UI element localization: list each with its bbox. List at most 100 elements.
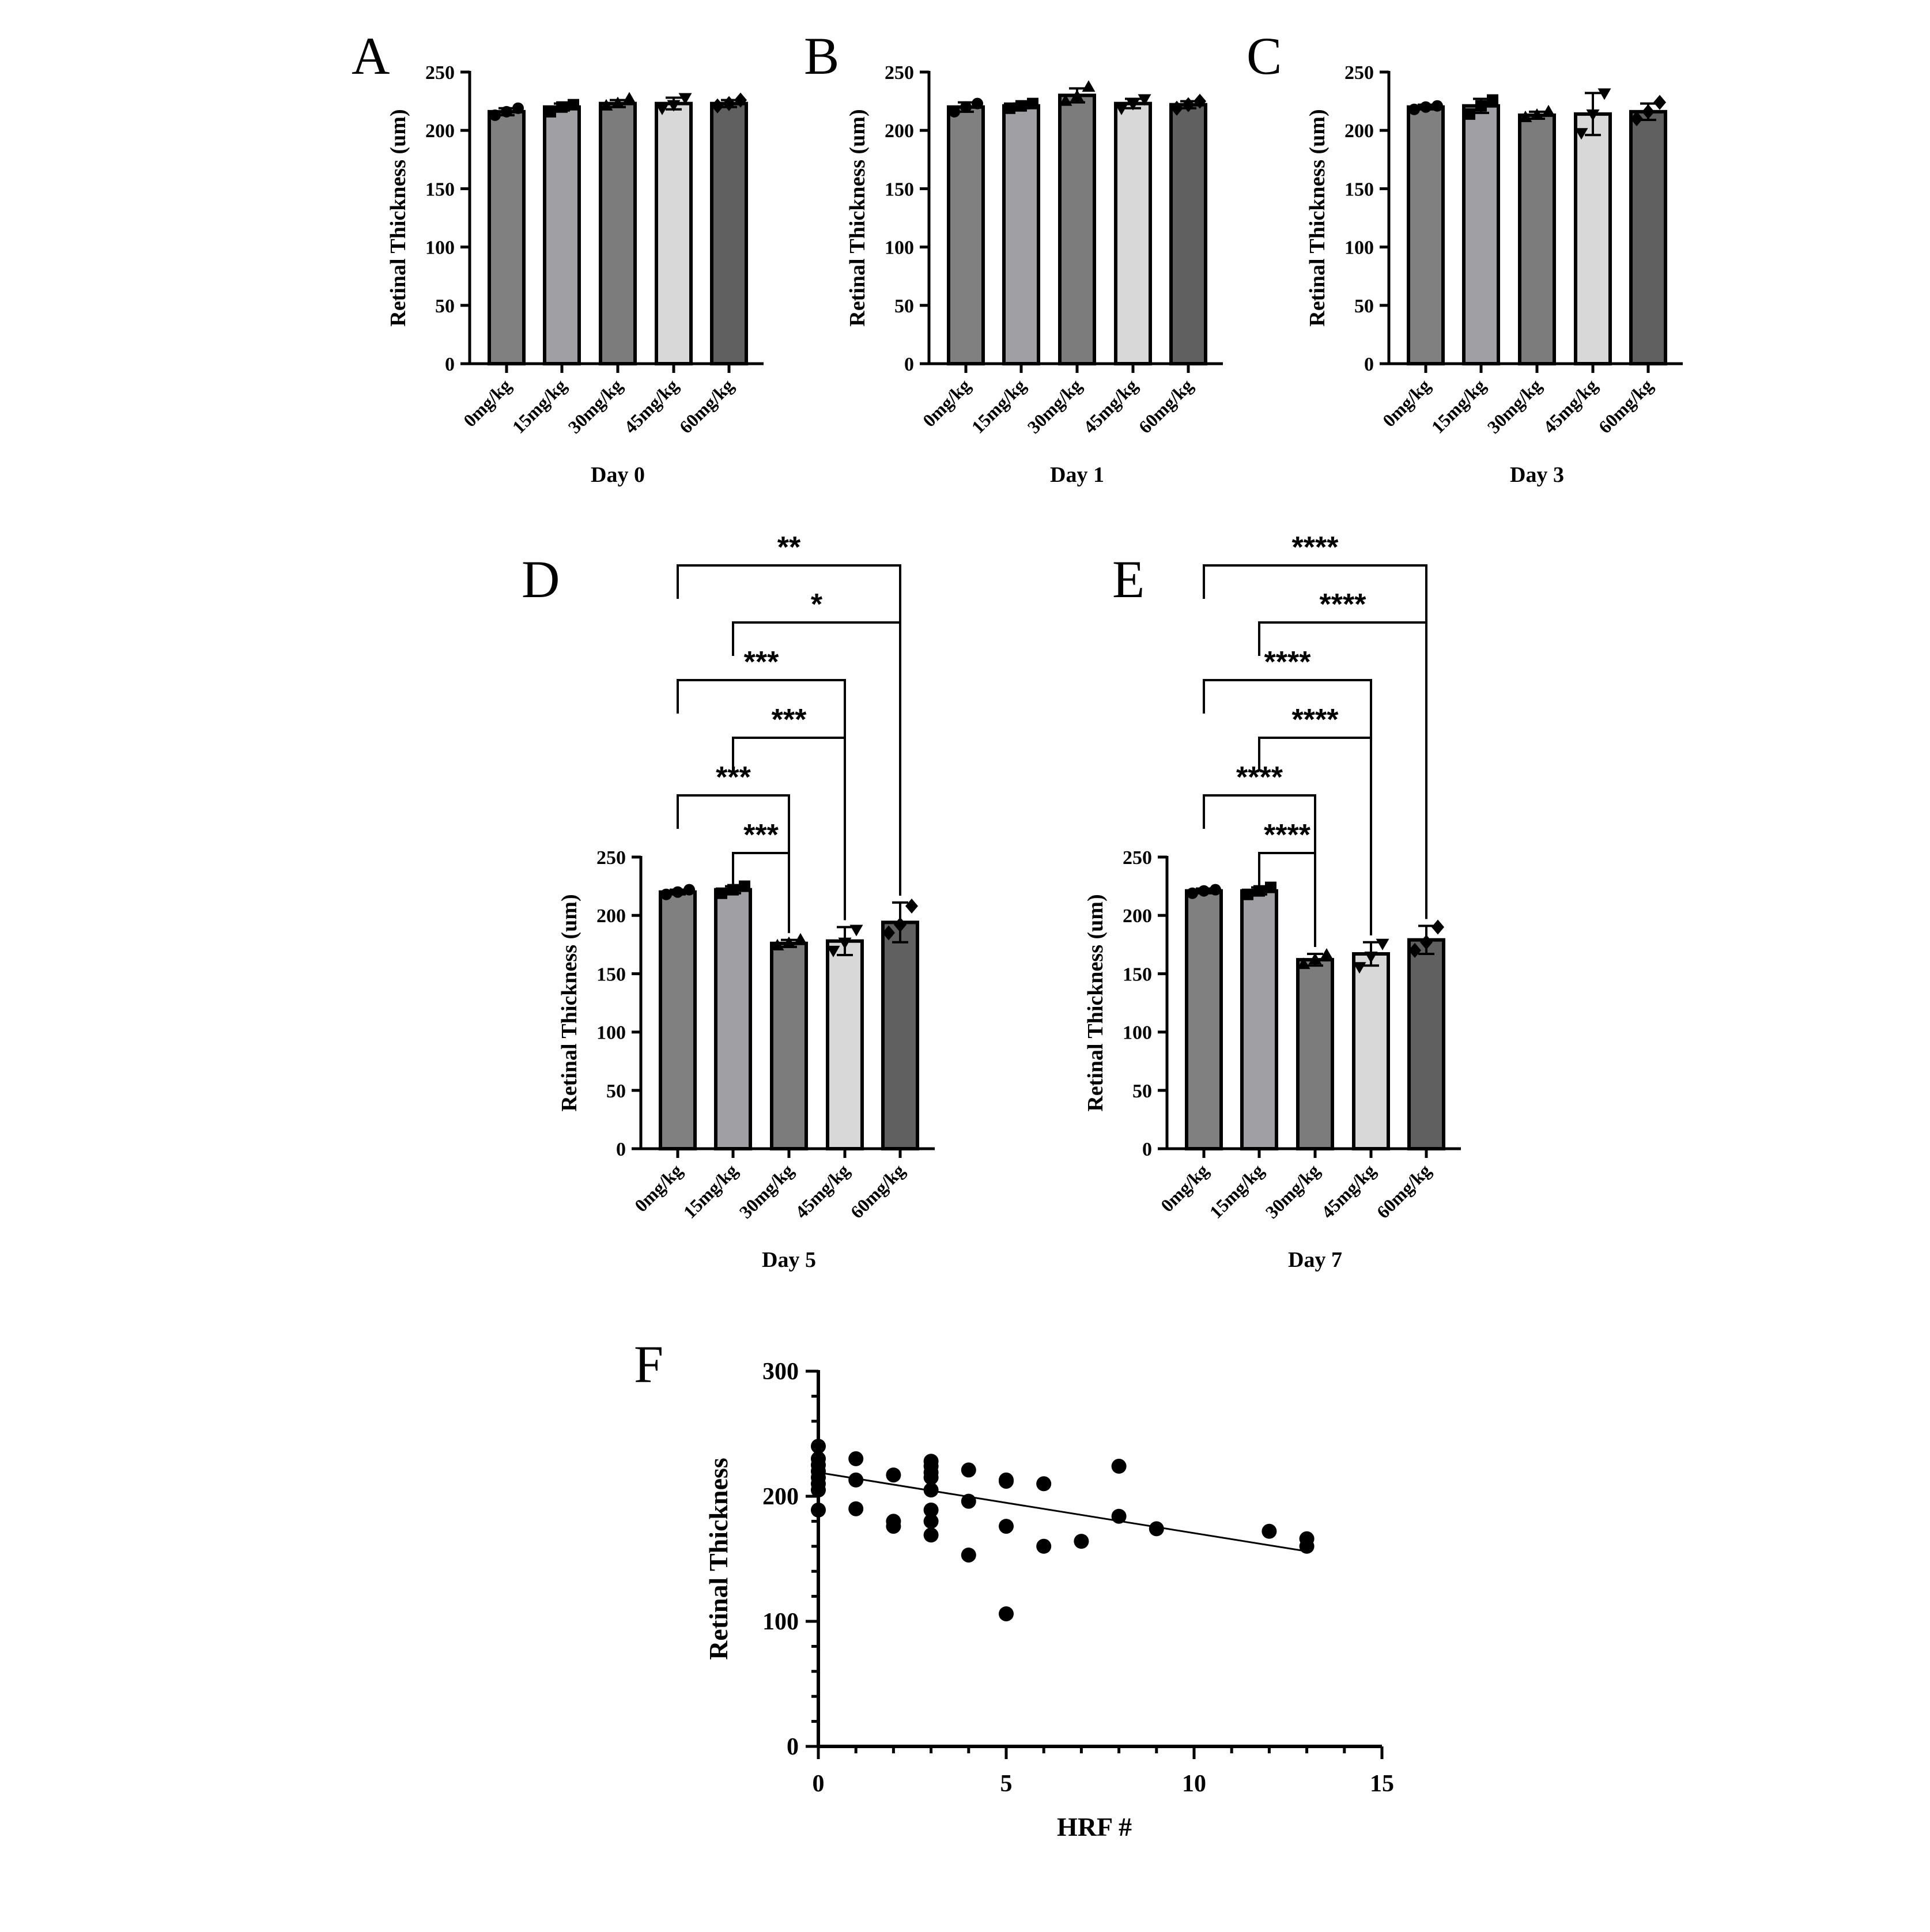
significance-label: **** xyxy=(1264,818,1311,852)
scatter-point xyxy=(1111,1508,1127,1524)
data-point xyxy=(894,917,907,933)
x-category-label: 30mg/kg xyxy=(564,375,626,437)
y-tick-label: 100 xyxy=(1123,1022,1152,1044)
panel-a-bar-chart: A 0 50 100 150 200 250 0mg/kg15mg/kg30mg/kg45mg… xyxy=(352,27,764,487)
y-tick-label: 250 xyxy=(1123,847,1152,869)
y-axis-title: Retinal Thickness xyxy=(704,1458,733,1660)
bar xyxy=(1114,101,1152,365)
y-tick-label: 250 xyxy=(425,62,455,84)
scatter-point xyxy=(848,1501,864,1516)
y-tick-label: 200 xyxy=(1123,905,1152,927)
regression-line xyxy=(818,1471,1307,1552)
significance-bracket xyxy=(1258,621,1427,919)
bar xyxy=(1407,938,1445,1150)
data-point xyxy=(1653,95,1666,110)
data-point xyxy=(1004,102,1015,114)
scatter-point xyxy=(848,1451,864,1466)
data-point xyxy=(1432,919,1444,935)
significance-bracket xyxy=(677,679,846,920)
x-category-label: 60mg/kg xyxy=(1595,375,1657,437)
y-tick-label: 0 xyxy=(616,1139,626,1160)
data-point xyxy=(1242,888,1253,900)
bar xyxy=(770,941,808,1150)
data-point xyxy=(501,105,512,118)
bar xyxy=(881,920,919,1150)
x-category-label: 60mg/kg xyxy=(1135,375,1197,437)
y-tick-label: 100 xyxy=(425,237,455,259)
data-point xyxy=(1574,128,1588,140)
data-point xyxy=(556,101,568,113)
data-point xyxy=(1432,100,1443,112)
data-point xyxy=(672,886,683,898)
significance-bracket xyxy=(732,621,901,896)
data-point xyxy=(611,96,625,108)
data-point xyxy=(489,109,501,121)
data-point xyxy=(1364,952,1378,964)
bar xyxy=(1352,952,1390,1150)
bar xyxy=(714,888,752,1150)
bar xyxy=(710,101,748,365)
x-category-label: 15mg/kg xyxy=(679,1160,742,1222)
y-tick-label: 0 xyxy=(904,354,914,375)
x-category-label: 60mg/kg xyxy=(1373,1160,1435,1222)
significance-bracket xyxy=(732,737,846,920)
bar xyxy=(1169,103,1207,365)
panel-letter: C xyxy=(1247,27,1282,85)
significance-label: *** xyxy=(716,761,751,794)
data-point xyxy=(905,899,918,914)
x-category-label: 60mg/kg xyxy=(847,1160,909,1222)
significance-bracket xyxy=(1258,737,1372,935)
y-tick-label: 50 xyxy=(435,296,455,317)
data-point xyxy=(949,105,960,118)
data-point xyxy=(1519,110,1532,122)
bar xyxy=(1240,889,1278,1151)
y-tick-label: 200 xyxy=(885,120,914,142)
significance-label: *** xyxy=(744,646,779,679)
data-point xyxy=(1530,108,1544,120)
x-category-label: 45mg/kg xyxy=(791,1160,853,1222)
y-tick-label: 300 xyxy=(762,1359,799,1385)
y-axis-title: Retinal Thickness (um) xyxy=(1305,109,1330,326)
significance-label: **** xyxy=(1292,703,1339,737)
y-tick-label: 50 xyxy=(1354,296,1374,317)
scatter-point xyxy=(961,1493,976,1509)
data-point xyxy=(1376,938,1389,950)
data-point xyxy=(622,92,636,104)
y-tick-label: 100 xyxy=(1344,237,1374,259)
scatter-point xyxy=(811,1439,826,1454)
data-point xyxy=(727,884,739,896)
scatter-point xyxy=(886,1519,901,1534)
x-tick-label: 10 xyxy=(1182,1771,1206,1797)
bar xyxy=(1407,105,1445,365)
panel-b-bar-chart: B 0 50 100 150 200 250 0mg/kg15mg/kg30mg/kg45mg… xyxy=(804,27,1223,487)
data-point xyxy=(711,98,724,114)
y-tick-label: 50 xyxy=(606,1081,626,1102)
data-point xyxy=(655,103,669,115)
significance-bracket xyxy=(732,852,790,933)
y-axis-title: Retinal Thickness (um) xyxy=(1083,894,1108,1111)
y-axis-title: Retinal Thickness (um) xyxy=(386,109,410,326)
x-category-label: 15mg/kg xyxy=(508,375,571,437)
scatter-point xyxy=(1036,1476,1052,1492)
data-point xyxy=(1253,885,1265,897)
data-point xyxy=(1198,885,1210,897)
data-point xyxy=(1115,103,1128,115)
scatter-point xyxy=(811,1482,826,1498)
data-point xyxy=(1475,100,1487,112)
x-axis-title: Day 7 xyxy=(1288,1248,1342,1272)
data-point xyxy=(739,880,750,892)
y-tick-label: 50 xyxy=(894,296,914,317)
data-point xyxy=(667,100,681,112)
x-tick-label: 5 xyxy=(1000,1771,1013,1797)
bar xyxy=(1058,93,1096,365)
data-point xyxy=(771,938,784,950)
y-tick-label: 100 xyxy=(885,237,914,259)
data-point xyxy=(838,937,852,949)
bar xyxy=(826,939,864,1151)
y-tick-label: 50 xyxy=(1132,1081,1152,1102)
x-category-label: 60mg/kg xyxy=(675,375,738,437)
scatter-point xyxy=(1299,1538,1315,1554)
bar xyxy=(1185,889,1223,1151)
data-point xyxy=(1182,97,1195,112)
data-point xyxy=(545,105,556,118)
